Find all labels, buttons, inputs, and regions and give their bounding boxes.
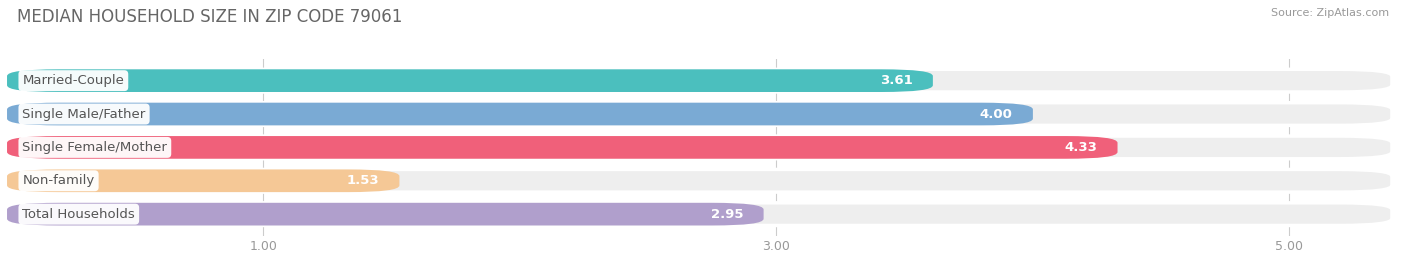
Text: Total Households: Total Households [22,208,135,221]
FancyBboxPatch shape [7,69,1392,92]
Text: 3.61: 3.61 [880,74,912,87]
Text: 4.33: 4.33 [1064,141,1097,154]
Text: 2.95: 2.95 [710,208,744,221]
FancyBboxPatch shape [7,69,932,92]
FancyBboxPatch shape [7,136,1118,159]
FancyBboxPatch shape [7,136,1392,159]
FancyBboxPatch shape [7,203,763,225]
Text: 4.00: 4.00 [980,107,1012,121]
FancyBboxPatch shape [7,203,1392,225]
Text: Non-family: Non-family [22,174,94,187]
Text: Married-Couple: Married-Couple [22,74,124,87]
Text: 1.53: 1.53 [346,174,378,187]
Text: Source: ZipAtlas.com: Source: ZipAtlas.com [1271,8,1389,18]
FancyBboxPatch shape [7,103,1392,125]
FancyBboxPatch shape [7,103,1033,125]
FancyBboxPatch shape [7,169,399,192]
Text: MEDIAN HOUSEHOLD SIZE IN ZIP CODE 79061: MEDIAN HOUSEHOLD SIZE IN ZIP CODE 79061 [17,8,402,26]
FancyBboxPatch shape [7,169,1392,192]
Text: Single Male/Father: Single Male/Father [22,107,146,121]
Text: Single Female/Mother: Single Female/Mother [22,141,167,154]
